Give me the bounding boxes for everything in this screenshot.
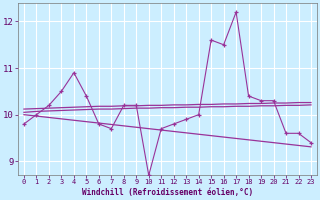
X-axis label: Windchill (Refroidissement éolien,°C): Windchill (Refroidissement éolien,°C): [82, 188, 253, 197]
